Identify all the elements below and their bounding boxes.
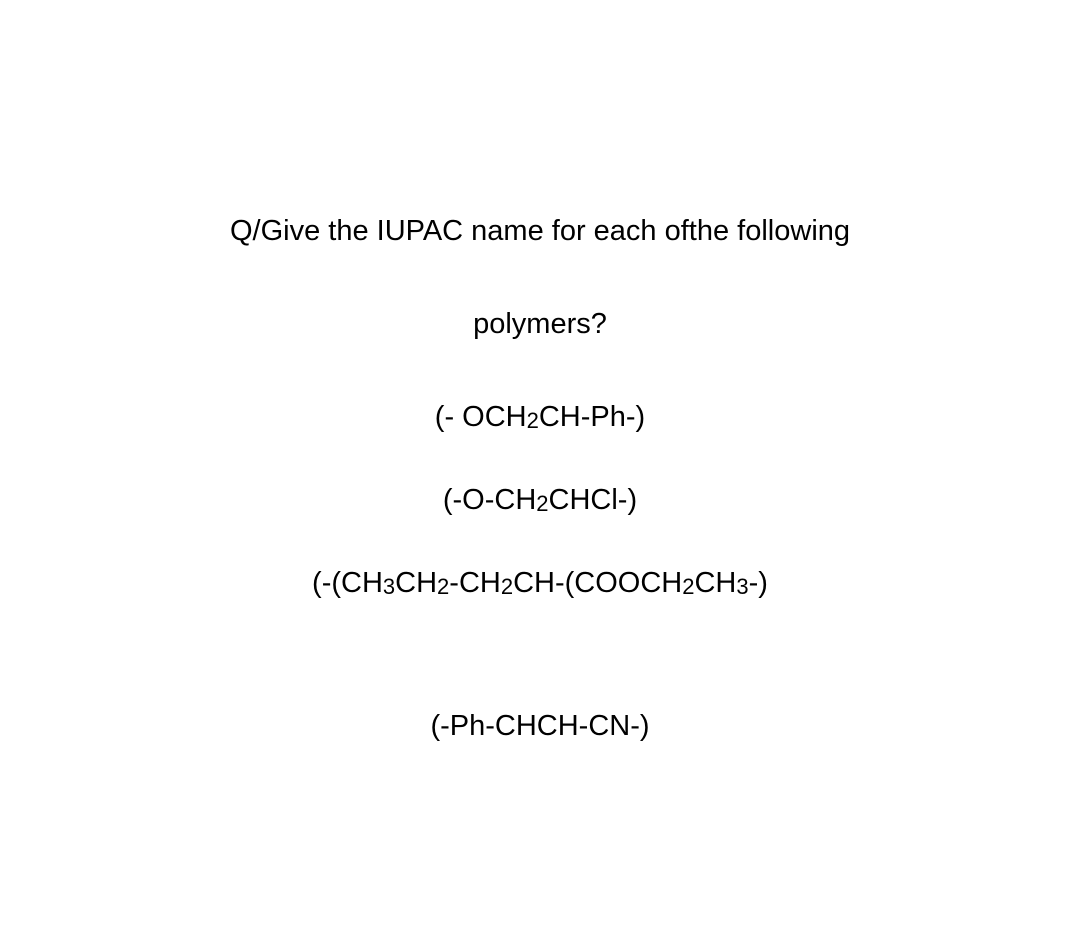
polymer-3-sub3: 2	[501, 574, 513, 599]
polymer-3-part1: (-(CH	[312, 567, 383, 599]
polymer-3-part6: -)	[749, 567, 768, 599]
polymer-3-part4: CH-(COOCH	[513, 567, 682, 599]
polymer-2-part2: CHCl-)	[549, 484, 638, 516]
polymer-3-sub5: 3	[736, 574, 748, 599]
polymer-3: (-(CH3CH2-CH2CH-(COOCH2CH3-)	[312, 567, 768, 600]
polymer-1-part1: (- OCH	[435, 401, 527, 433]
question-line-2: polymers?	[473, 308, 607, 341]
polymer-1-sub1: 2	[527, 408, 539, 433]
polymer-3-sub1: 3	[383, 574, 395, 599]
polymer-3-part5: CH	[694, 567, 736, 599]
polymer-4: (-Ph-CHCH-CN-)	[430, 710, 649, 743]
polymer-1-part2: CH-Ph-)	[539, 401, 645, 433]
polymer-2-part1: (-O-CH	[443, 484, 536, 516]
polymer-3-sub2: 2	[437, 574, 449, 599]
polymer-3-sub4: 2	[682, 574, 694, 599]
polymer-2: (-O-CH2CHCl-)	[443, 484, 637, 517]
polymer-2-sub1: 2	[536, 491, 548, 516]
polymer-3-part2: CH	[395, 567, 437, 599]
question-line-1: Q/Give the IUPAC name for each ofthe fol…	[230, 215, 850, 248]
polymer-3-part3: -CH	[449, 567, 501, 599]
polymer-1: (- OCH2CH-Ph-)	[435, 401, 645, 434]
